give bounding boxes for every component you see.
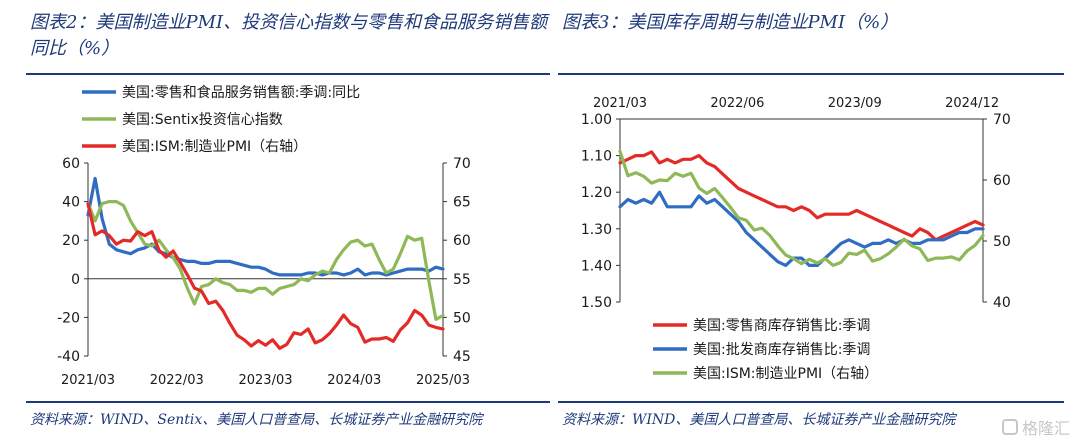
chart1-series-red-line (618, 150, 985, 242)
chart1-left-tick-label: 1.50 (581, 295, 612, 311)
chart0-right-tick-label: 65 (453, 195, 471, 211)
chart1-series-blue-line (618, 190, 985, 267)
chart1-left-tick-label: 1.20 (581, 185, 612, 201)
chart-left-title: 图表2：美国制造业PMI、投资信心指数与零售和食品服务销售额同比（%） (30, 12, 548, 59)
chart0-x-tick-label: 2021/03 (61, 373, 115, 388)
chart1-left-tick-label: 1.40 (581, 258, 612, 274)
chart0-left-tick-label: -20 (57, 310, 80, 326)
right-top-rule (558, 73, 1064, 75)
watermark-logo-icon (1001, 419, 1018, 435)
chart0-x-tick-label: 2025/03 (416, 373, 470, 388)
chart1-x-tick-label: 2022/06 (710, 96, 764, 111)
chart-left-source: 资料来源：WIND、Sentix、美国人口普查局、长城证券产业金融研究院 (30, 412, 483, 428)
chart0-left-tick-label: -40 (57, 349, 80, 365)
watermark-text: 格隆汇 (1021, 419, 1070, 438)
chart0-x-tick-label: 2023/03 (238, 373, 292, 388)
chart1-x-tick-label: 2021/03 (593, 96, 647, 111)
chart1-right-tick-label: 70 (993, 112, 1011, 128)
chart1-left-tick-label: 1.10 (581, 149, 612, 165)
chart1-right-tick-label: 40 (993, 295, 1011, 311)
chart0-left-tick-label: 20 (62, 233, 80, 249)
chart0-right-tick-label: 70 (453, 156, 471, 172)
chart-right-title: 图表3：美国库存周期与制造业PMI（%） (562, 12, 899, 33)
chart0-legend-label: 美国:Sentix投资信心指数 (122, 112, 283, 128)
chart0-series-blue-line (86, 176, 445, 277)
chart0-series-red-line (86, 202, 445, 350)
watermark: 格隆汇 (1001, 415, 1070, 439)
chart1-legend-label: 美国:ISM:制造业PMI（右轴） (693, 366, 878, 382)
chart1-right-tick-label: 50 (993, 234, 1011, 250)
chart0-right-tick-label: 55 (453, 272, 471, 288)
left-top-rule (26, 73, 550, 75)
chart0-left-tick-label: 60 (62, 156, 80, 172)
chart0-right-tick-label: 60 (453, 233, 471, 249)
chart0-series-green-line (86, 200, 445, 321)
chart0-x-tick-label: 2022/03 (150, 373, 204, 388)
chart1-legend-label: 美国:批发商库存销售比:季调 (693, 342, 870, 358)
chart0-x-tick-label: 2024/03 (327, 373, 381, 388)
chart1-legend-label: 美国:零售商库存销售比:季调 (693, 318, 870, 334)
chart1-right-tick-label: 60 (993, 173, 1011, 189)
chart0-legend-label: 美国:ISM:制造业PMI（右轴） (122, 139, 307, 155)
chart1-x-tick-label: 2024/12 (945, 96, 999, 111)
chart0-right-tick-label: 50 (453, 310, 471, 326)
chart-right-source: 资料来源：WIND、美国人口普查局、长城证券产业金融研究院 (562, 412, 956, 428)
chart1-left-tick-label: 1.30 (581, 222, 612, 238)
left-bottom-rule (26, 401, 550, 403)
chart0-left-tick-label: 0 (71, 272, 80, 288)
right-bottom-rule (558, 401, 1064, 403)
chart1-left-tick-label: 1.00 (581, 112, 612, 128)
chart0-left-tick-label: 40 (62, 195, 80, 211)
chart1-series-green-line (618, 149, 985, 267)
chart1-x-tick-label: 2023/09 (828, 96, 882, 111)
chart0-right-tick-label: 45 (453, 349, 471, 365)
chart0-legend-label: 美国:零售和食品服务销售额:季调:同比 (122, 84, 360, 101)
